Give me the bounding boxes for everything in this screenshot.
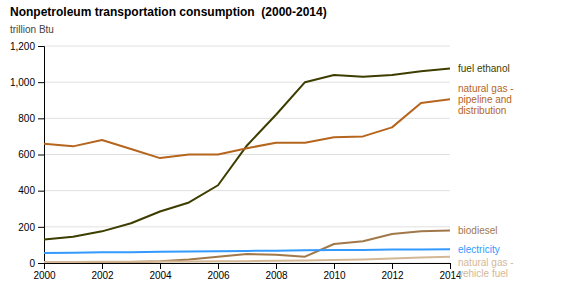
grid <box>44 46 450 263</box>
grid-line <box>44 82 450 83</box>
legend-label-line: natural gas - <box>458 83 514 94</box>
y-tick-label: 400 <box>18 185 35 196</box>
chart: Nonpetroleum transportation consumption … <box>0 0 575 287</box>
x-tick-label: 2006 <box>207 270 230 281</box>
legend-label: biodiesel <box>458 225 497 236</box>
series-line <box>44 69 450 240</box>
grid-line <box>44 154 450 155</box>
x-tick-label: 2004 <box>149 270 172 281</box>
y-tick: 400 <box>18 185 44 196</box>
y-tick-mark <box>38 227 44 228</box>
legend-label-line: electricity <box>458 244 500 255</box>
x-tick: 2000 <box>33 263 56 281</box>
x-tick-mark <box>276 263 277 269</box>
plot: 2000200220042006200820102012201402004006… <box>10 41 514 281</box>
y-tick: 600 <box>18 149 44 160</box>
y-tick: 1,200 <box>10 41 44 52</box>
legend-label: natural gas -vehicle fuel <box>458 257 514 279</box>
y-axis-line <box>38 47 45 264</box>
y-tick-label: 1,000 <box>10 77 35 88</box>
y-tick-label: 1,200 <box>10 41 35 52</box>
x-tick-mark <box>218 263 219 269</box>
y-tick: 800 <box>18 113 44 124</box>
x-tick: 2006 <box>207 263 230 281</box>
y-tick-mark <box>38 191 44 192</box>
x-tick-mark <box>160 263 161 269</box>
grid-line <box>44 118 450 119</box>
x-tick-label: 2010 <box>323 270 346 281</box>
lines <box>44 69 450 263</box>
x-tick: 2002 <box>91 263 114 281</box>
y-tick: 200 <box>18 222 44 233</box>
y-tick: 1,000 <box>10 77 44 88</box>
y-tick: 0 <box>29 258 44 269</box>
x-tick: 2004 <box>149 263 172 281</box>
x-tick: 2012 <box>381 263 404 281</box>
subtitle: trillion Btu <box>10 24 54 35</box>
series-line <box>44 257 450 262</box>
x-tick-label: 2002 <box>91 270 114 281</box>
legend: fuel ethanolnatural gas -pipeline anddis… <box>458 63 514 279</box>
x-tick-mark <box>334 263 335 269</box>
legend-label: fuel ethanol <box>458 63 510 74</box>
x-tick-mark <box>450 263 451 269</box>
x-tick-mark <box>102 263 103 269</box>
x-axis-line <box>45 264 451 270</box>
series-line <box>44 249 450 253</box>
grid-line <box>44 226 450 227</box>
x-tick: 2010 <box>323 263 346 281</box>
legend-label: electricity <box>458 244 500 255</box>
y-tick-mark <box>38 82 44 83</box>
y-tick-mark <box>38 155 44 156</box>
y-tick-label: 200 <box>18 222 35 233</box>
title: Nonpetroleum transportation consumption … <box>10 5 327 19</box>
y-axis: 0 200 400 600 800 1,000 1,200 <box>10 41 45 269</box>
legend-label-line: fuel ethanol <box>458 63 510 74</box>
x-axis: 20002002200420062008201020122014 <box>33 263 462 281</box>
x-tick-label: 2012 <box>381 270 404 281</box>
legend-label-line: pipeline and <box>458 94 512 105</box>
x-tick-mark <box>392 263 393 269</box>
y-tick-mark <box>38 118 44 119</box>
series-line <box>44 230 450 262</box>
legend-label: natural gas -pipeline anddistribution <box>458 83 514 116</box>
y-tick-label: 0 <box>29 258 35 269</box>
grid-line <box>44 190 450 191</box>
y-tick-mark <box>38 46 44 47</box>
legend-label-line: distribution <box>458 105 506 116</box>
y-tick-label: 600 <box>18 149 35 160</box>
x-tick-label: 2008 <box>265 270 288 281</box>
y-tick-mark <box>38 263 44 264</box>
x-tick-label: 2000 <box>33 270 56 281</box>
legend-label-line: natural gas - <box>458 257 514 268</box>
grid-line <box>44 46 450 47</box>
y-tick-label: 800 <box>18 113 35 124</box>
x-tick: 2008 <box>265 263 288 281</box>
legend-label-line: vehicle fuel <box>458 268 508 279</box>
series-line <box>44 99 450 158</box>
legend-label-line: biodiesel <box>458 225 497 236</box>
